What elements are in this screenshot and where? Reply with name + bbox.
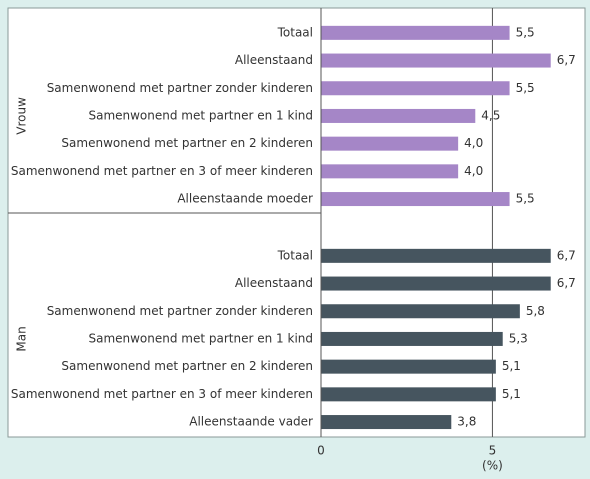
bar [321, 81, 510, 96]
bar [321, 359, 496, 374]
category-label: Samenwonend met partner en 3 of meer kin… [11, 387, 313, 401]
bar [321, 25, 510, 40]
value-label: 5,3 [509, 331, 528, 345]
category-label: Samenwonend met partner en 2 kinderen [61, 136, 313, 150]
value-label: 5,5 [516, 25, 535, 39]
category-label: Samenwonend met partner en 2 kinderen [61, 359, 313, 373]
category-label: Totaal [277, 248, 313, 262]
bar [321, 53, 551, 68]
category-label: Alleenstaand [235, 53, 313, 67]
category-label: Alleenstaand [235, 276, 313, 290]
category-label: Samenwonend met partner en 1 kind [88, 108, 313, 122]
value-label: 6,7 [557, 276, 576, 290]
bar [321, 276, 551, 291]
bar [321, 136, 459, 151]
category-label: Samenwonend met partner zonder kinderen [47, 304, 313, 318]
category-label: Alleenstaande moeder [177, 192, 313, 206]
category-label: Samenwonend met partner en 1 kind [88, 331, 313, 345]
bar [321, 304, 520, 319]
x-tick-label: 5 [489, 444, 497, 458]
group-label: Man [15, 326, 29, 351]
x-axis-label: (%) [482, 459, 503, 473]
x-tick-label: 0 [317, 444, 325, 458]
value-label: 3,8 [457, 415, 476, 429]
bar [321, 415, 452, 430]
value-label: 6,7 [557, 53, 576, 67]
value-label: 5,1 [502, 359, 521, 373]
value-label: 4,5 [481, 108, 500, 122]
value-label: 5,8 [526, 304, 545, 318]
value-label: 5,1 [502, 387, 521, 401]
bar [321, 108, 476, 123]
value-label: 4,0 [464, 164, 483, 178]
category-label: Samenwonend met partner en 3 of meer kin… [11, 164, 313, 178]
value-label: 5,5 [516, 192, 535, 206]
bar [321, 164, 459, 179]
bar [321, 331, 503, 346]
bar [321, 387, 496, 402]
category-label: Totaal [277, 25, 313, 39]
bar [321, 192, 510, 207]
value-label: 6,7 [557, 248, 576, 262]
value-label: 5,5 [516, 81, 535, 95]
group-label: Vrouw [15, 97, 29, 135]
category-label: Samenwonend met partner zonder kinderen [47, 81, 313, 95]
bar [321, 248, 551, 263]
value-label: 4,0 [464, 136, 483, 150]
category-label: Alleenstaande vader [189, 415, 313, 429]
